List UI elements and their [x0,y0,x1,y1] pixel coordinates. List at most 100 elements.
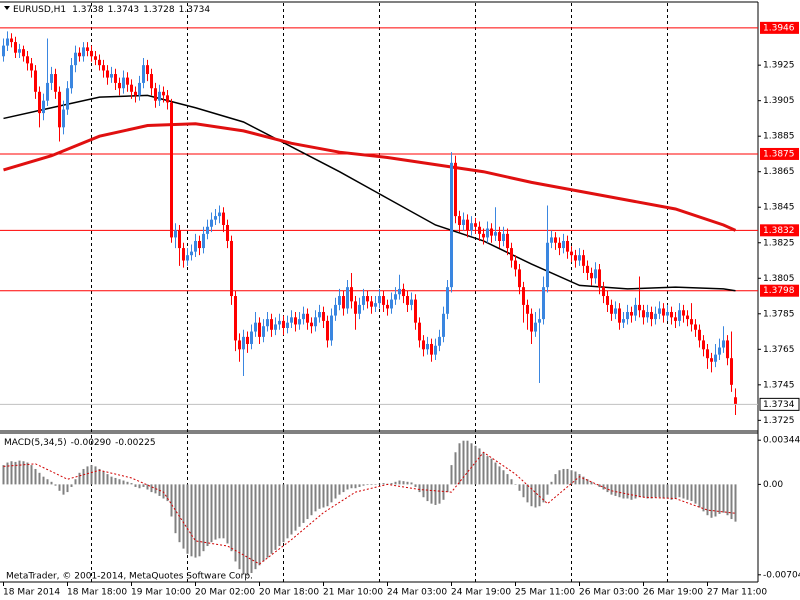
candle-body [486,228,489,238]
candle-body [494,232,497,236]
candle-body [506,233,509,249]
histogram-bar [426,484,429,502]
candle-body [166,95,169,103]
candle-body [138,82,141,96]
copyright: MetaTrader, © 2001-2014, MetaQuotes Soft… [6,572,253,582]
y-tick-label: 1.3905 [763,96,795,106]
price-label-box [759,397,800,411]
candle-body [210,219,213,227]
histogram-bar [54,484,57,486]
candle-body [686,315,689,320]
histogram-bar [554,474,557,485]
level-label-box [760,21,799,34]
histogram-bar [710,484,713,518]
histogram-bar [114,477,117,485]
candle-body [550,237,553,243]
histogram-bar [262,484,265,562]
histogram-bar [102,471,105,485]
histogram-bar [150,484,153,493]
candle-body [58,91,61,128]
histogram-bar [662,484,665,499]
candle-body [482,233,485,238]
menu-arrow[interactable] [4,6,10,10]
indicator-name: MACD(5,34,5) [4,438,67,448]
histogram-bar [422,484,425,498]
candle-body [610,304,613,314]
candle-body [178,230,181,249]
candle-body [338,296,341,305]
histogram-bar [146,484,149,490]
y-tick-label: 1.3725 [763,416,795,426]
candle-body [106,70,109,78]
candle-body [10,38,13,43]
histogram-bar [86,466,89,485]
candle-body [466,219,469,231]
candle-body [698,329,701,341]
candle-body [662,308,665,316]
candle-body [266,319,269,327]
histogram-bar [294,484,297,531]
candle-body [422,340,425,350]
candle-body [190,251,193,256]
histogram-bar [402,481,405,485]
histogram-bar [126,481,129,485]
candle-body [170,102,173,238]
candle-body [562,240,565,249]
y-tick-label: 1.3885 [763,132,795,142]
candle-body [478,226,481,234]
histogram-bar [82,468,85,485]
moving-average [3,122,737,232]
histogram-bar [506,474,509,485]
histogram-bar [726,484,729,516]
candle-body [658,308,661,314]
histogram-bar [418,484,421,493]
candle-body [370,301,373,307]
histogram-bar [586,479,589,485]
candle-body [2,45,5,57]
candle-body [650,312,653,320]
candle-body [118,82,121,89]
candle-body [622,319,625,323]
candle-body [46,82,49,101]
candle-body [706,349,709,359]
candle-body [514,260,517,270]
histogram-bar [378,483,381,485]
candle-body [30,63,33,71]
histogram-bar [366,484,369,486]
histogram-bar [562,468,565,485]
candle-body [146,65,149,75]
histogram-bar [74,479,77,485]
candle-body [530,313,533,332]
candle-body [670,312,673,318]
histogram-bar [482,452,485,485]
candle-body [218,212,221,217]
candle-body [394,294,397,300]
histogram-bar [58,484,61,491]
y-tick-label: 1.3745 [763,380,795,390]
candle-body [18,49,21,53]
histogram-bar [198,484,201,557]
candle-body [202,233,205,249]
histogram-bar [30,465,33,485]
histogram-bar [138,484,141,489]
histogram-bar [678,484,681,498]
candle-body [546,242,549,288]
histogram-bar [730,484,733,520]
histogram-bar [334,484,337,499]
candle-body [302,313,305,320]
ohlc-readout: 1.3728 [143,5,175,15]
histogram-bar [434,484,437,505]
x-tick-label: 18 Mar 18:00 [67,588,127,598]
histogram-bar [306,484,309,520]
y-tick-label: 1.3925 [763,61,795,71]
histogram-bar [18,460,21,485]
histogram-bar [130,483,133,485]
chart-header: EURUSD,H1 1.3738 1.3743 1.3728 1.3734 [13,5,210,15]
candle-body [122,77,125,89]
histogram-bar [714,484,717,517]
histogram-bar [90,465,93,485]
histogram-bar [282,484,285,543]
candle-body [654,313,657,320]
candle-body [382,296,385,305]
